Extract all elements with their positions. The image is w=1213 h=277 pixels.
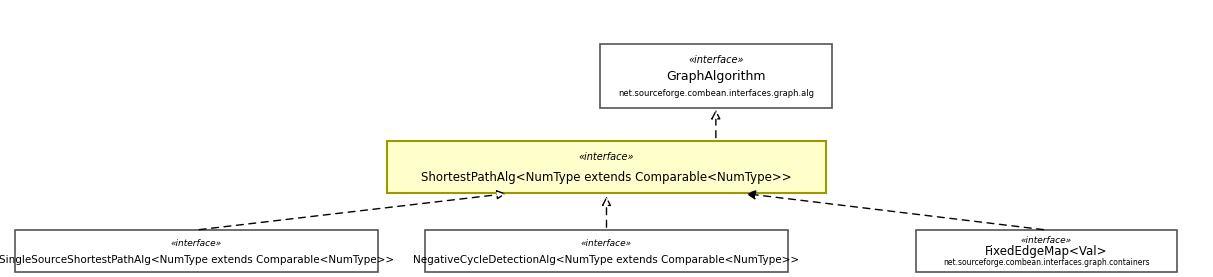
Bar (916, 230, 1177, 272)
Text: SingleSourceShortestPathAlg<NumType extends Comparable<NumType>>: SingleSourceShortestPathAlg<NumType exte… (0, 255, 394, 265)
Text: ShortestPathAlg<NumType extends Comparable<NumType>>: ShortestPathAlg<NumType extends Comparab… (421, 171, 792, 184)
Text: «interface»: «interface» (581, 239, 632, 248)
Text: GraphAlgorithm: GraphAlgorithm (666, 70, 765, 83)
Bar (15, 230, 377, 272)
Text: «interface»: «interface» (171, 239, 222, 248)
Text: «interface»: «interface» (688, 55, 744, 65)
Text: net.sourceforge.combean.interfaces.graph.containers: net.sourceforge.combean.interfaces.graph… (943, 258, 1150, 267)
Bar (426, 230, 787, 272)
Text: «interface»: «interface» (1021, 236, 1072, 245)
Text: «interface»: «interface» (579, 152, 634, 163)
Bar (387, 140, 826, 193)
Bar (600, 44, 832, 108)
Text: net.sourceforge.combean.interfaces.graph.alg: net.sourceforge.combean.interfaces.graph… (617, 89, 814, 98)
Text: FixedEdgeMap<Val>: FixedEdgeMap<Val> (985, 245, 1107, 258)
Text: NegativeCycleDetectionAlg<NumType extends Comparable<NumType>>: NegativeCycleDetectionAlg<NumType extend… (414, 255, 799, 265)
